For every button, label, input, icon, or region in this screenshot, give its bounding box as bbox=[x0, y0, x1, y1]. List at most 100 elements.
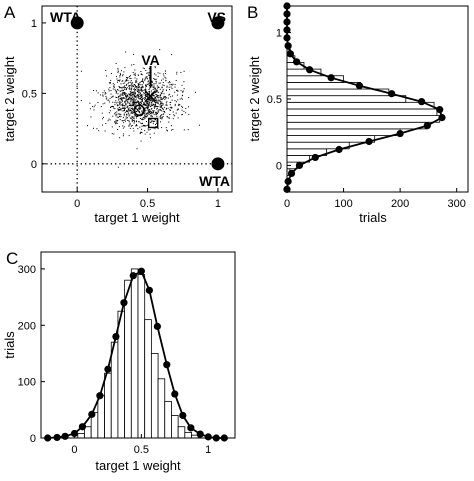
fit-point bbox=[396, 129, 404, 138]
scatter-point bbox=[185, 112, 187, 114]
scatter-point bbox=[121, 120, 123, 122]
panel-c-ticks: 0 0.5 1 0 100 200 300 bbox=[18, 264, 212, 456]
scatter-point bbox=[130, 78, 132, 79]
x-tick-label: 0 bbox=[284, 198, 290, 210]
scatter-point bbox=[139, 107, 141, 108]
scatter-point bbox=[163, 97, 165, 99]
scatter-point bbox=[146, 96, 148, 97]
scatter-point bbox=[162, 73, 164, 75]
scatter-point bbox=[119, 119, 121, 121]
vs-label: VS bbox=[207, 9, 226, 25]
scatter-point bbox=[144, 104, 146, 106]
scatter-point bbox=[118, 110, 120, 112]
scatter-point bbox=[124, 111, 126, 113]
scatter-point bbox=[133, 122, 135, 124]
scatter-point bbox=[134, 89, 136, 91]
scatter-point bbox=[134, 111, 136, 113]
scatter-point bbox=[130, 108, 132, 109]
scatter-point bbox=[120, 74, 121, 76]
scatter-point bbox=[144, 95, 146, 97]
scatter-point bbox=[116, 123, 118, 124]
scatter-point bbox=[127, 119, 129, 121]
scatter-point bbox=[147, 113, 149, 115]
scatter-point bbox=[134, 84, 136, 86]
scatter-point bbox=[138, 91, 140, 93]
scatter-point bbox=[130, 92, 132, 94]
scatter-point bbox=[145, 95, 147, 97]
scatter-point bbox=[150, 98, 152, 100]
scatter-point bbox=[155, 83, 157, 85]
scatter-point bbox=[153, 114, 155, 116]
scatter-point bbox=[151, 81, 153, 83]
scatter-point bbox=[148, 91, 150, 93]
scatter-point bbox=[148, 89, 150, 90]
scatter-point bbox=[151, 99, 153, 101]
scatter-point bbox=[140, 81, 142, 83]
scatter-point bbox=[122, 92, 124, 94]
scatter-point bbox=[135, 103, 137, 105]
scatter-point bbox=[183, 81, 185, 83]
scatter-point bbox=[174, 91, 176, 93]
scatter-point bbox=[121, 92, 123, 94]
scatter-point bbox=[131, 110, 133, 112]
scatter-point bbox=[172, 118, 174, 120]
scatter-point bbox=[140, 94, 142, 96]
scatter-point bbox=[148, 112, 150, 113]
scatter-point bbox=[151, 104, 153, 106]
scatter-point bbox=[93, 106, 95, 108]
scatter-point bbox=[139, 126, 141, 128]
scatter-point bbox=[172, 83, 174, 85]
scatter-point bbox=[154, 128, 156, 130]
scatter-point bbox=[176, 89, 177, 91]
fit-point bbox=[129, 272, 137, 280]
panel-letter-a: A bbox=[4, 3, 16, 22]
scatter-point bbox=[110, 82, 111, 84]
scatter-point bbox=[156, 102, 158, 104]
scatter-point bbox=[146, 131, 148, 133]
y-tick-label: 0 bbox=[31, 159, 37, 171]
scatter-point bbox=[146, 121, 147, 122]
scatter-point bbox=[157, 103, 159, 105]
scatter-point bbox=[145, 104, 147, 106]
scatter-point bbox=[133, 64, 135, 65]
scatter-point bbox=[155, 124, 156, 125]
scatter-point bbox=[143, 82, 144, 84]
scatter-point bbox=[113, 84, 115, 86]
scatter-point bbox=[140, 122, 142, 124]
scatter-point bbox=[143, 125, 145, 127]
scatter-point bbox=[165, 127, 167, 129]
scatter-point bbox=[132, 103, 134, 105]
scatter-point bbox=[135, 81, 137, 83]
scatter-point bbox=[115, 90, 117, 92]
scatter-point bbox=[116, 120, 118, 122]
scatter-point bbox=[153, 88, 155, 90]
histogram-bar bbox=[104, 372, 112, 439]
scatter-point bbox=[114, 102, 116, 104]
scatter-point bbox=[146, 94, 148, 96]
scatter-point bbox=[168, 86, 170, 88]
scatter-point bbox=[137, 88, 139, 90]
scatter-point bbox=[139, 92, 141, 94]
scatter-point bbox=[146, 77, 148, 79]
scatter-point bbox=[140, 102, 142, 103]
scatter-point bbox=[161, 91, 163, 93]
scatter-point bbox=[162, 88, 164, 90]
scatter-point bbox=[135, 80, 137, 82]
scatter-point bbox=[135, 120, 137, 122]
scatter-point bbox=[159, 88, 161, 90]
scatter-point bbox=[165, 108, 167, 110]
scatter-point bbox=[134, 75, 136, 77]
scatter-point bbox=[108, 82, 110, 84]
scatter-point bbox=[146, 76, 148, 78]
scatter-cloud bbox=[76, 49, 200, 168]
scatter-point bbox=[155, 112, 157, 114]
scatter-point bbox=[118, 126, 120, 128]
scatter-point bbox=[162, 84, 164, 86]
scatter-point bbox=[167, 107, 169, 109]
scatter-point bbox=[154, 106, 156, 108]
scatter-point bbox=[152, 104, 154, 106]
fit-point bbox=[284, 177, 292, 185]
cross-marker bbox=[144, 90, 156, 102]
scatter-point bbox=[122, 74, 124, 76]
scatter-point bbox=[112, 101, 114, 103]
